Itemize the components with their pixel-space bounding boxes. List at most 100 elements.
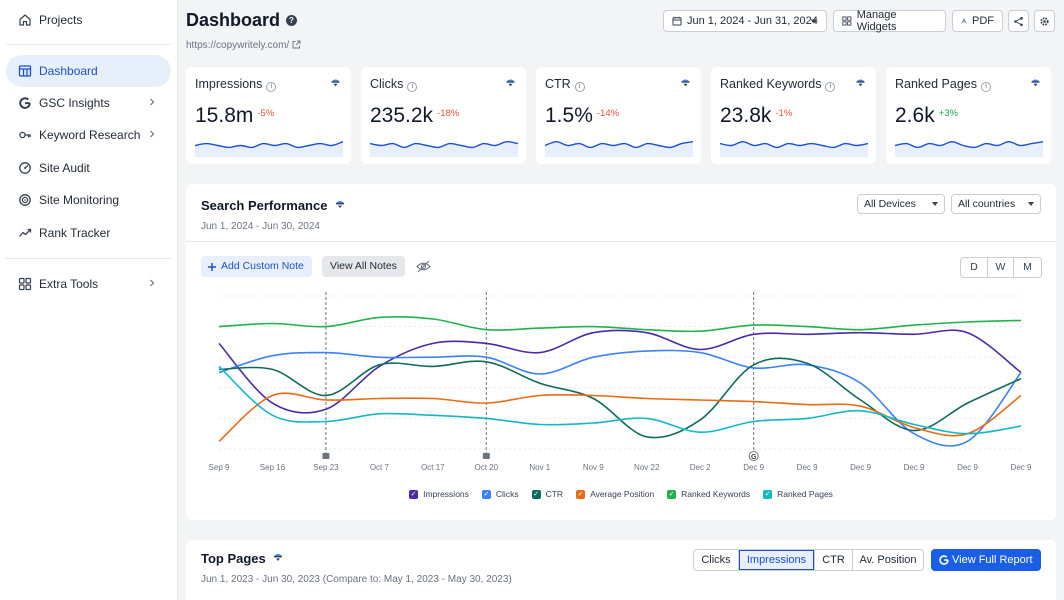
legend-item-ranked-keywords[interactable]: ✓ Ranked Keywords xyxy=(667,489,750,499)
pdf-button[interactable]: PDF xyxy=(952,10,1003,32)
x-tick-label: Dec 9 xyxy=(743,463,764,472)
date-range-picker[interactable]: Jun 1, 2024 - Jun 31, 2024 xyxy=(663,10,827,32)
view-full-report-button[interactable]: View Full Report xyxy=(931,549,1041,571)
legend-label: Ranked Keywords xyxy=(681,489,751,499)
view-all-notes-button[interactable]: View All Notes xyxy=(322,256,405,277)
help-icon[interactable]: ? xyxy=(286,15,297,26)
devices-select[interactable]: All Devices xyxy=(857,194,945,214)
google-update-marker-icon[interactable] xyxy=(748,451,759,461)
google-badge-icon[interactable] xyxy=(1030,78,1041,88)
legend-label: Average Position xyxy=(590,489,655,499)
note-marker-icon[interactable] xyxy=(322,453,330,459)
pdf-label: PDF xyxy=(972,15,994,27)
kpi-card-clicks[interactable]: Clicks i 235.2k -18% xyxy=(361,67,526,164)
sidebar-item-rank-tracker[interactable]: Rank Tracker xyxy=(6,217,171,249)
checkbox-checked-icon[interactable]: ✓ xyxy=(763,489,773,499)
kpi-sparkline xyxy=(895,140,1043,157)
x-tick-label: Dec 9 xyxy=(850,463,871,472)
google-badge-icon[interactable] xyxy=(680,78,691,88)
kpi-value-text: 23.8k xyxy=(720,104,772,127)
sidebar-item-gsc-insights[interactable]: GSC Insights xyxy=(6,87,171,119)
checkbox-checked-icon[interactable]: ✓ xyxy=(481,489,491,499)
checkbox-checked-icon[interactable]: ✓ xyxy=(667,489,677,499)
granularity-month[interactable]: M xyxy=(1023,261,1032,273)
legend-item-impressions[interactable]: ✓ Impressions xyxy=(409,489,469,499)
view-full-report-label: View Full Report xyxy=(952,554,1033,566)
legend-label: CTR xyxy=(545,489,564,499)
info-icon[interactable]: i xyxy=(574,82,585,92)
kpi-change: -5% xyxy=(257,108,275,119)
chevron-right-icon xyxy=(150,279,155,287)
x-tick-label: Nov 1 xyxy=(529,463,550,472)
x-tick-label: Dec 2 xyxy=(690,463,711,472)
legend-item-ranked-pages[interactable]: ✓ Ranked Pages xyxy=(763,489,833,499)
tab-clicks[interactable]: Clicks xyxy=(694,550,739,570)
kpi-label-text: Ranked Pages xyxy=(895,77,978,91)
sidebar-item-site-audit[interactable]: Site Audit xyxy=(6,152,171,184)
add-custom-note-button[interactable]: Add Custom Note xyxy=(201,256,312,277)
granularity-week[interactable]: W xyxy=(988,258,1014,277)
date-range-text: Jun 1, 2024 - Jun 31, 2024 xyxy=(687,15,818,27)
sidebar-item-keyword-research[interactable]: Keyword Research xyxy=(6,119,171,151)
search-performance-card: Search Performance Jun 1, 2024 - Jun 30,… xyxy=(186,184,1056,520)
kpi-card-ranked-keywords[interactable]: Ranked Keywords i 23.8k -1% xyxy=(711,67,876,164)
sidebar-item-extra-tools[interactable]: Extra Tools xyxy=(6,268,171,300)
kpi-sparkline xyxy=(545,140,693,157)
kpi-label-text: Impressions xyxy=(195,77,263,91)
kpi-change: -1% xyxy=(775,108,793,119)
sidebar-item-dashboard[interactable]: Dashboard xyxy=(6,55,171,87)
sidebar-divider xyxy=(6,258,171,259)
sparkline-area xyxy=(370,141,518,157)
section-divider xyxy=(186,241,1056,242)
checkbox-checked-icon[interactable]: ✓ xyxy=(576,489,586,499)
legend-item-clicks[interactable]: ✓ Clicks xyxy=(481,489,519,499)
info-icon[interactable]: i xyxy=(825,82,836,92)
series-line-ranked-keywords[interactable] xyxy=(218,315,1022,333)
series-line-average-position[interactable] xyxy=(218,392,1022,442)
granularity-day[interactable]: D xyxy=(961,258,988,277)
sidebar-item-site-monitoring[interactable]: Site Monitoring xyxy=(6,184,171,216)
site-url[interactable]: https://copywritely.com/ xyxy=(186,40,301,51)
eye-off-icon[interactable] xyxy=(416,260,431,273)
kpi-label-text: Clicks xyxy=(370,77,404,91)
series-line-ranked-pages[interactable] xyxy=(218,365,1022,435)
sidebar-item-projects[interactable]: Projects xyxy=(6,4,171,36)
tab-impressions[interactable]: Impressions xyxy=(739,550,815,570)
kpi-sparkline xyxy=(370,140,518,157)
info-icon[interactable]: i xyxy=(981,82,992,92)
legend-item-average-position[interactable]: ✓ Average Position xyxy=(576,489,654,499)
sparkline-area xyxy=(195,141,343,157)
add-custom-note-label: Add Custom Note xyxy=(221,260,304,272)
google-update-label: G xyxy=(751,454,757,461)
kpi-card-impressions[interactable]: Impressions i 15.8m -5% xyxy=(186,67,351,164)
checkbox-checked-icon[interactable]: ✓ xyxy=(531,489,541,499)
settings-button[interactable] xyxy=(1034,10,1055,32)
search-performance-title: Search Performance xyxy=(201,198,346,213)
info-icon[interactable]: i xyxy=(266,82,277,92)
kpi-card-ranked-pages[interactable]: Ranked Pages i 2.6k +3% xyxy=(886,67,1051,164)
manage-widgets-button[interactable]: Manage Widgets xyxy=(833,9,946,33)
top-pages-date-range: Jun 1, 2023 - Jun 30, 2023 (Compare to: … xyxy=(201,574,512,585)
audit-icon xyxy=(18,161,32,175)
google-badge-icon[interactable] xyxy=(330,78,341,88)
series-line-clicks[interactable] xyxy=(218,349,1022,447)
plus-icon xyxy=(208,262,216,271)
google-badge-icon xyxy=(336,201,345,208)
checkbox-checked-icon[interactable]: ✓ xyxy=(409,489,419,499)
note-marker-icon[interactable] xyxy=(482,453,490,459)
manage-widgets-label: Manage Widgets xyxy=(856,9,897,33)
keyword-icon xyxy=(18,128,32,142)
tab-av-position[interactable]: Av. Position xyxy=(859,554,917,566)
countries-select[interactable]: All countries xyxy=(951,194,1041,214)
kpi-card-ctr[interactable]: CTR i 1.5% -14% xyxy=(536,67,701,164)
tab-ctr[interactable]: CTR xyxy=(815,550,853,570)
google-badge-icon[interactable] xyxy=(855,78,866,88)
info-icon[interactable]: i xyxy=(407,82,418,92)
kpi-label-text: Ranked Keywords xyxy=(720,77,822,91)
share-button[interactable] xyxy=(1008,10,1029,32)
series-line-ctr[interactable] xyxy=(218,357,1022,439)
top-pages-title: Top Pages xyxy=(201,551,284,566)
search-performance-title-text: Search Performance xyxy=(201,198,328,213)
google-badge-icon[interactable] xyxy=(505,78,516,88)
legend-item-ctr[interactable]: ✓ CTR xyxy=(531,489,564,499)
